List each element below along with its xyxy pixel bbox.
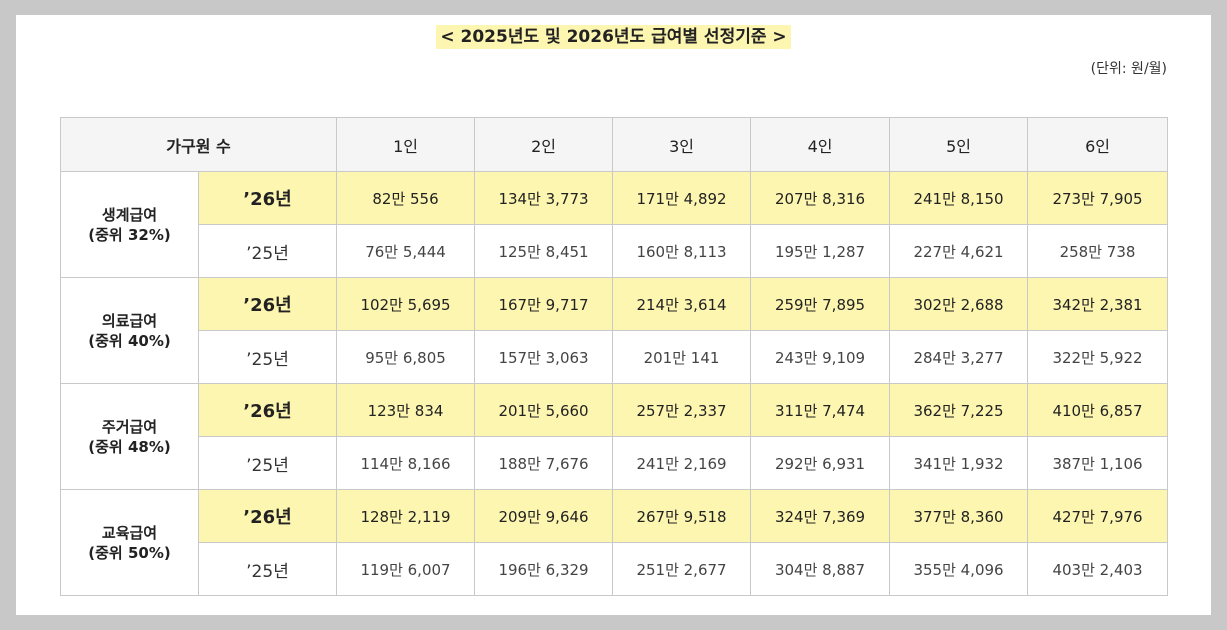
benefit-note: (중위 32%) xyxy=(88,225,171,244)
year-label: ’25년 xyxy=(197,436,338,490)
value-cell: 362만 7,225 xyxy=(889,383,1029,437)
value-cell: 114만 8,166 xyxy=(336,436,476,490)
unit-note: (단위: 원/월) xyxy=(1090,61,1167,77)
benefit-name: 교육급여 xyxy=(101,523,158,542)
year-label: ’26년 xyxy=(197,383,338,437)
table-row: ’25년 76만 5,444 125만 8,451 160만 8,113 195… xyxy=(61,224,1169,278)
value-cell: 188만 7,676 xyxy=(474,436,614,490)
value-cell: 128만 2,119 xyxy=(336,489,476,543)
value-cell: 355만 4,096 xyxy=(889,542,1029,596)
benefit-category-cell: 교육급여 (중위 50%) xyxy=(60,489,199,596)
year-label: ’26년 xyxy=(197,277,338,331)
column-header-6: 6인 xyxy=(1027,117,1169,172)
year-label: ’26년 xyxy=(197,489,338,543)
value-cell: 322만 5,922 xyxy=(1027,330,1169,384)
table-row: ’25년 114만 8,166 188만 7,676 241만 2,169 29… xyxy=(61,436,1169,490)
benefit-note: (중위 50%) xyxy=(88,543,171,562)
value-cell: 284만 3,277 xyxy=(889,330,1029,384)
value-cell: 273만 7,905 xyxy=(1027,171,1169,225)
table-row: ’25년 119만 6,007 196만 6,329 251만 2,677 30… xyxy=(61,542,1169,596)
value-cell: 214만 3,614 xyxy=(612,277,752,331)
value-cell: 125만 8,451 xyxy=(474,224,614,278)
value-cell: 201만 141 xyxy=(612,330,752,384)
value-cell: 324만 7,369 xyxy=(750,489,891,543)
value-cell: 227만 4,621 xyxy=(889,224,1029,278)
value-cell: 207만 8,316 xyxy=(750,171,891,225)
value-cell: 171만 4,892 xyxy=(612,171,752,225)
value-cell: 134만 3,773 xyxy=(474,171,614,225)
value-cell: 119만 6,007 xyxy=(336,542,476,596)
table-row: 생계급여 (중위 32%) ’26년 82만 556 134만 3,773 17… xyxy=(60,171,1169,278)
value-cell: 387만 1,106 xyxy=(1027,436,1169,490)
value-cell: 201만 5,660 xyxy=(474,383,614,437)
benefit-note: (중위 40%) xyxy=(88,331,171,350)
header-row: 가구원 수 1인 2인 3인 4인 5인 6인 xyxy=(59,117,1169,172)
column-header-2: 2인 xyxy=(474,117,614,172)
value-cell: 82만 556 xyxy=(336,171,476,225)
value-cell: 251만 2,677 xyxy=(612,542,752,596)
page-title-wrap: < 2025년도 및 2026년도 급여별 선정기준 > xyxy=(16,25,1211,49)
value-cell: 195만 1,287 xyxy=(750,224,891,278)
benefit-name: 주거급여 xyxy=(101,417,158,436)
page-title: < 2025년도 및 2026년도 급여별 선정기준 > xyxy=(436,25,791,49)
value-cell: 76만 5,444 xyxy=(336,224,476,278)
benefit-name: 의료급여 xyxy=(101,311,158,330)
value-cell: 196만 6,329 xyxy=(474,542,614,596)
value-cell: 302만 2,688 xyxy=(889,277,1029,331)
value-cell: 292만 6,931 xyxy=(750,436,891,490)
value-cell: 267만 9,518 xyxy=(612,489,752,543)
value-cell: 257만 2,337 xyxy=(612,383,752,437)
value-cell: 160만 8,113 xyxy=(612,224,752,278)
value-cell: 243만 9,109 xyxy=(750,330,891,384)
year-label: ’26년 xyxy=(197,171,338,225)
value-cell: 304만 8,887 xyxy=(750,542,891,596)
value-cell: 258만 738 xyxy=(1027,224,1169,278)
value-cell: 341만 1,932 xyxy=(889,436,1029,490)
year-label: ’25년 xyxy=(197,224,338,278)
benefit-name: 생계급여 xyxy=(101,205,158,224)
benefit-category-cell: 생계급여 (중위 32%) xyxy=(60,171,199,278)
column-header-5: 5인 xyxy=(889,117,1029,172)
value-cell: 167만 9,717 xyxy=(474,277,614,331)
benefit-category-cell: 주거급여 (중위 48%) xyxy=(60,383,199,490)
value-cell: 403만 2,403 xyxy=(1027,542,1169,596)
value-cell: 311만 7,474 xyxy=(750,383,891,437)
value-cell: 241만 8,150 xyxy=(889,171,1029,225)
table-row: 교육급여 (중위 50%) ’26년 128만 2,119 209만 9,646… xyxy=(60,489,1169,596)
value-cell: 377만 8,360 xyxy=(889,489,1029,543)
value-cell: 342만 2,381 xyxy=(1027,277,1169,331)
year-label: ’25년 xyxy=(197,330,338,384)
value-cell: 241만 2,169 xyxy=(612,436,752,490)
column-header-4: 4인 xyxy=(750,117,891,172)
column-header-3: 3인 xyxy=(612,117,752,172)
value-cell: 209만 9,646 xyxy=(474,489,614,543)
value-cell: 157만 3,063 xyxy=(474,330,614,384)
benefit-note: (중위 48%) xyxy=(88,437,171,456)
value-cell: 410만 6,857 xyxy=(1027,383,1169,437)
value-cell: 427만 7,976 xyxy=(1027,489,1169,543)
criteria-table: 가구원 수 1인 2인 3인 4인 5인 6인 생계급여 (중위 32%) ’2… xyxy=(59,117,1169,596)
value-cell: 102만 5,695 xyxy=(336,277,476,331)
column-header-1: 1인 xyxy=(336,117,476,172)
table-row: 의료급여 (중위 40%) ’26년 102만 5,695 167만 9,717… xyxy=(60,277,1169,384)
value-cell: 259만 7,895 xyxy=(750,277,891,331)
table-row: 주거급여 (중위 48%) ’26년 123만 834 201만 5,660 2… xyxy=(60,383,1169,490)
benefit-category-cell: 의료급여 (중위 40%) xyxy=(60,277,199,384)
year-label: ’25년 xyxy=(197,542,338,596)
value-cell: 123만 834 xyxy=(336,383,476,437)
table-row: ’25년 95만 6,805 157만 3,063 201만 141 243만 … xyxy=(61,330,1169,384)
document-frame: < 2025년도 및 2026년도 급여별 선정기준 > (단위: 원/월) 가… xyxy=(16,15,1211,615)
household-size-header: 가구원 수 xyxy=(59,117,338,172)
value-cell: 95만 6,805 xyxy=(336,330,476,384)
